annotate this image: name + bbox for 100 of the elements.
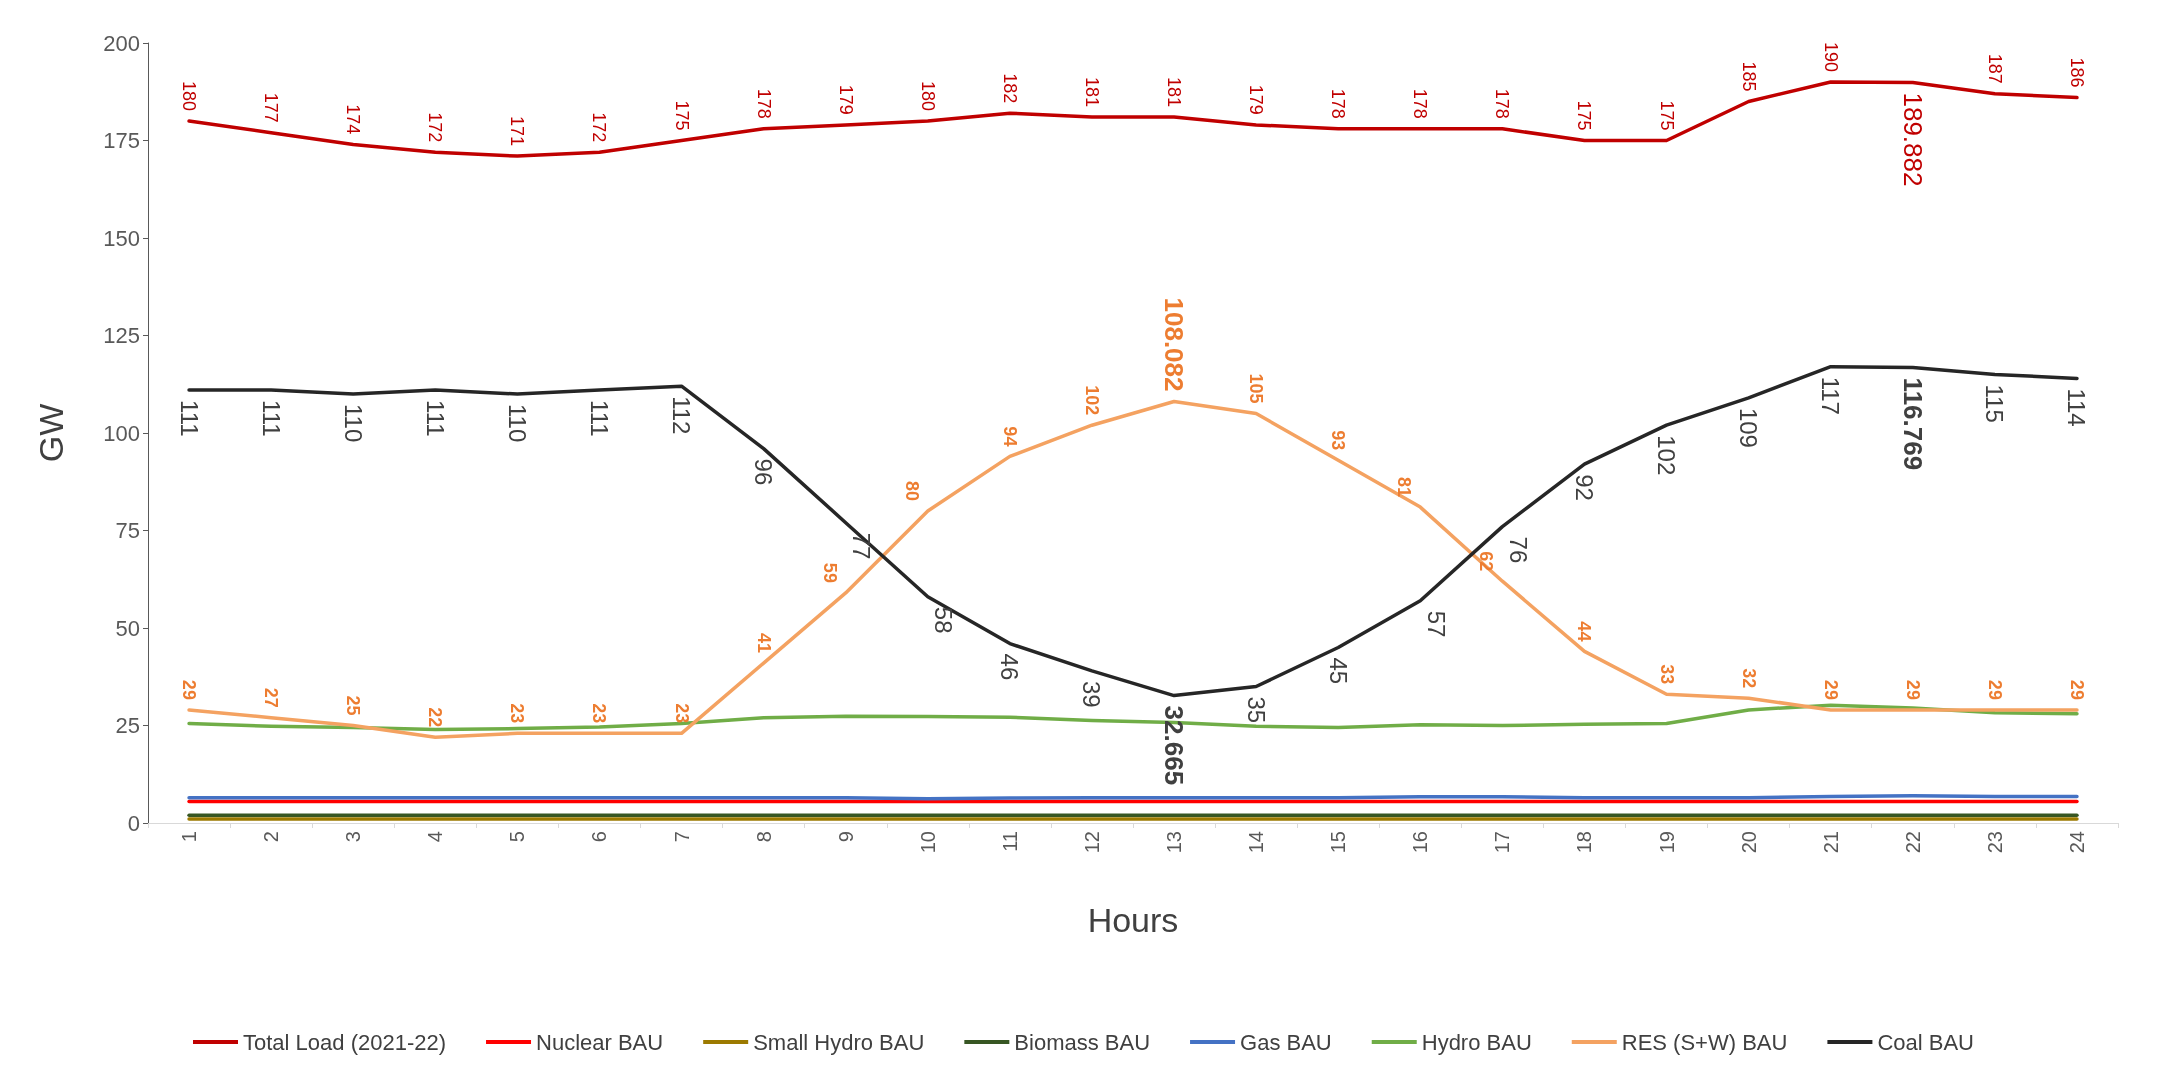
legend-label: Small Hydro BAU <box>753 1029 925 1055</box>
x-tick-label: 17 <box>1491 831 1514 854</box>
x-tick-label: 3 <box>342 831 365 843</box>
data-label: 111 <box>421 400 449 437</box>
legend-label: Gas BAU <box>1240 1029 1332 1055</box>
data-label: 172 <box>425 112 446 143</box>
x-tick-label: 8 <box>752 831 775 843</box>
data-label: 59 <box>819 562 840 583</box>
y-tick-label: 150 <box>103 225 140 251</box>
data-label: 178 <box>1492 88 1513 119</box>
data-label: 76 <box>1504 536 1532 564</box>
x-tick-label: 21 <box>1819 831 1842 854</box>
data-label: 102 <box>1653 435 1681 476</box>
data-label: 41 <box>753 633 774 654</box>
x-tick-label: 4 <box>424 831 447 843</box>
data-label: 185 <box>1738 61 1759 92</box>
data-label: 178 <box>1328 88 1349 119</box>
data-label: 186 <box>2066 57 2087 88</box>
x-tick-label: 15 <box>1327 831 1350 854</box>
data-label: 187 <box>1984 53 2005 84</box>
x-tick-label: 14 <box>1245 831 1268 854</box>
data-label: 45 <box>1324 657 1352 685</box>
data-label: 96 <box>750 458 778 486</box>
data-label: 111 <box>257 400 285 437</box>
data-label: 32.665 <box>1159 705 1190 786</box>
x-tick-label: 7 <box>670 831 693 843</box>
x-tick-label: 20 <box>1737 831 1760 854</box>
data-label: 58 <box>930 606 958 634</box>
legend-label: Coal BAU <box>1877 1029 1974 1055</box>
data-label: 77 <box>848 532 876 560</box>
data-label: 29 <box>2066 679 2087 700</box>
x-tick-label: 1 <box>178 831 201 843</box>
data-label: 181 <box>1164 77 1185 108</box>
x-tick-label: 5 <box>506 831 529 843</box>
data-label: 117 <box>1817 376 1845 415</box>
data-label: 39 <box>1078 680 1106 708</box>
data-label: 175 <box>1656 100 1677 131</box>
data-label: 190 <box>1820 41 1841 72</box>
data-label: 92 <box>1570 474 1598 501</box>
data-label: 33 <box>1656 664 1677 685</box>
legend-label: Biomass BAU <box>1014 1029 1151 1055</box>
data-label: 112 <box>668 396 696 435</box>
data-label: 180 <box>179 80 200 111</box>
data-label: 182 <box>999 73 1020 104</box>
x-tick-label: 11 <box>998 831 1021 852</box>
y-tick-label: 50 <box>115 615 140 641</box>
data-label: 189.882 <box>1897 92 1928 187</box>
legend-label: RES (S+W) BAU <box>1621 1029 1788 1055</box>
x-tick-label: 9 <box>834 831 857 843</box>
y-tick-label: 75 <box>115 518 140 543</box>
data-label: 175 <box>1574 100 1595 131</box>
data-label: 29 <box>179 679 200 700</box>
data-label: 181 <box>1081 77 1102 108</box>
data-label: 115 <box>1981 384 2009 423</box>
data-label: 23 <box>671 703 692 724</box>
data-label: 102 <box>1081 385 1102 416</box>
data-label: 109 <box>1735 407 1763 448</box>
data-label: 62 <box>1476 551 1497 572</box>
y-axis-title: GW <box>32 403 70 463</box>
data-label: 174 <box>343 104 364 135</box>
legend-label: Total Load (2021-22) <box>243 1029 447 1055</box>
data-label: 105 <box>1246 373 1267 404</box>
x-tick-label: 16 <box>1409 831 1432 854</box>
data-label: 22 <box>425 707 446 728</box>
data-label: 111 <box>585 400 613 437</box>
y-tick-label: 175 <box>103 128 140 153</box>
data-label: 93 <box>1328 430 1349 451</box>
data-label: 110 <box>503 404 531 443</box>
x-tick-label: 19 <box>1655 831 1678 854</box>
data-label: 179 <box>835 84 856 115</box>
data-label: 175 <box>671 100 692 131</box>
y-tick-label: 0 <box>127 810 140 836</box>
data-label: 44 <box>1574 621 1595 642</box>
data-label: 23 <box>589 703 610 724</box>
x-tick-label: 10 <box>916 831 939 854</box>
x-tick-label: 2 <box>260 831 283 843</box>
y-tick-label: 100 <box>103 420 140 446</box>
data-label: 94 <box>999 426 1020 447</box>
data-label: 32 <box>1738 668 1759 689</box>
data-label: 180 <box>917 80 938 111</box>
data-label: 29 <box>1902 679 1923 700</box>
legend-label: Nuclear BAU <box>536 1029 664 1055</box>
data-label: 27 <box>261 687 282 708</box>
data-label: 108.082 <box>1159 297 1190 392</box>
data-label: 179 <box>1246 84 1267 115</box>
data-label: 80 <box>901 480 922 501</box>
data-label: 177 <box>261 92 282 123</box>
data-label: 23 <box>507 703 528 724</box>
data-label: 178 <box>753 88 774 119</box>
data-label: 46 <box>996 653 1024 681</box>
legend-label: Hydro BAU <box>1421 1029 1532 1055</box>
x-tick-label: 12 <box>1080 831 1103 854</box>
data-label: 35 <box>1242 696 1270 724</box>
x-tick-label: 23 <box>1983 831 2006 854</box>
data-label: 172 <box>589 112 610 143</box>
data-label: 171 <box>507 116 528 147</box>
x-tick-label: 6 <box>588 831 611 843</box>
x-axis-title: Hours <box>1087 901 1179 939</box>
y-tick-label: 125 <box>103 323 140 348</box>
data-label: 111 <box>175 400 203 437</box>
